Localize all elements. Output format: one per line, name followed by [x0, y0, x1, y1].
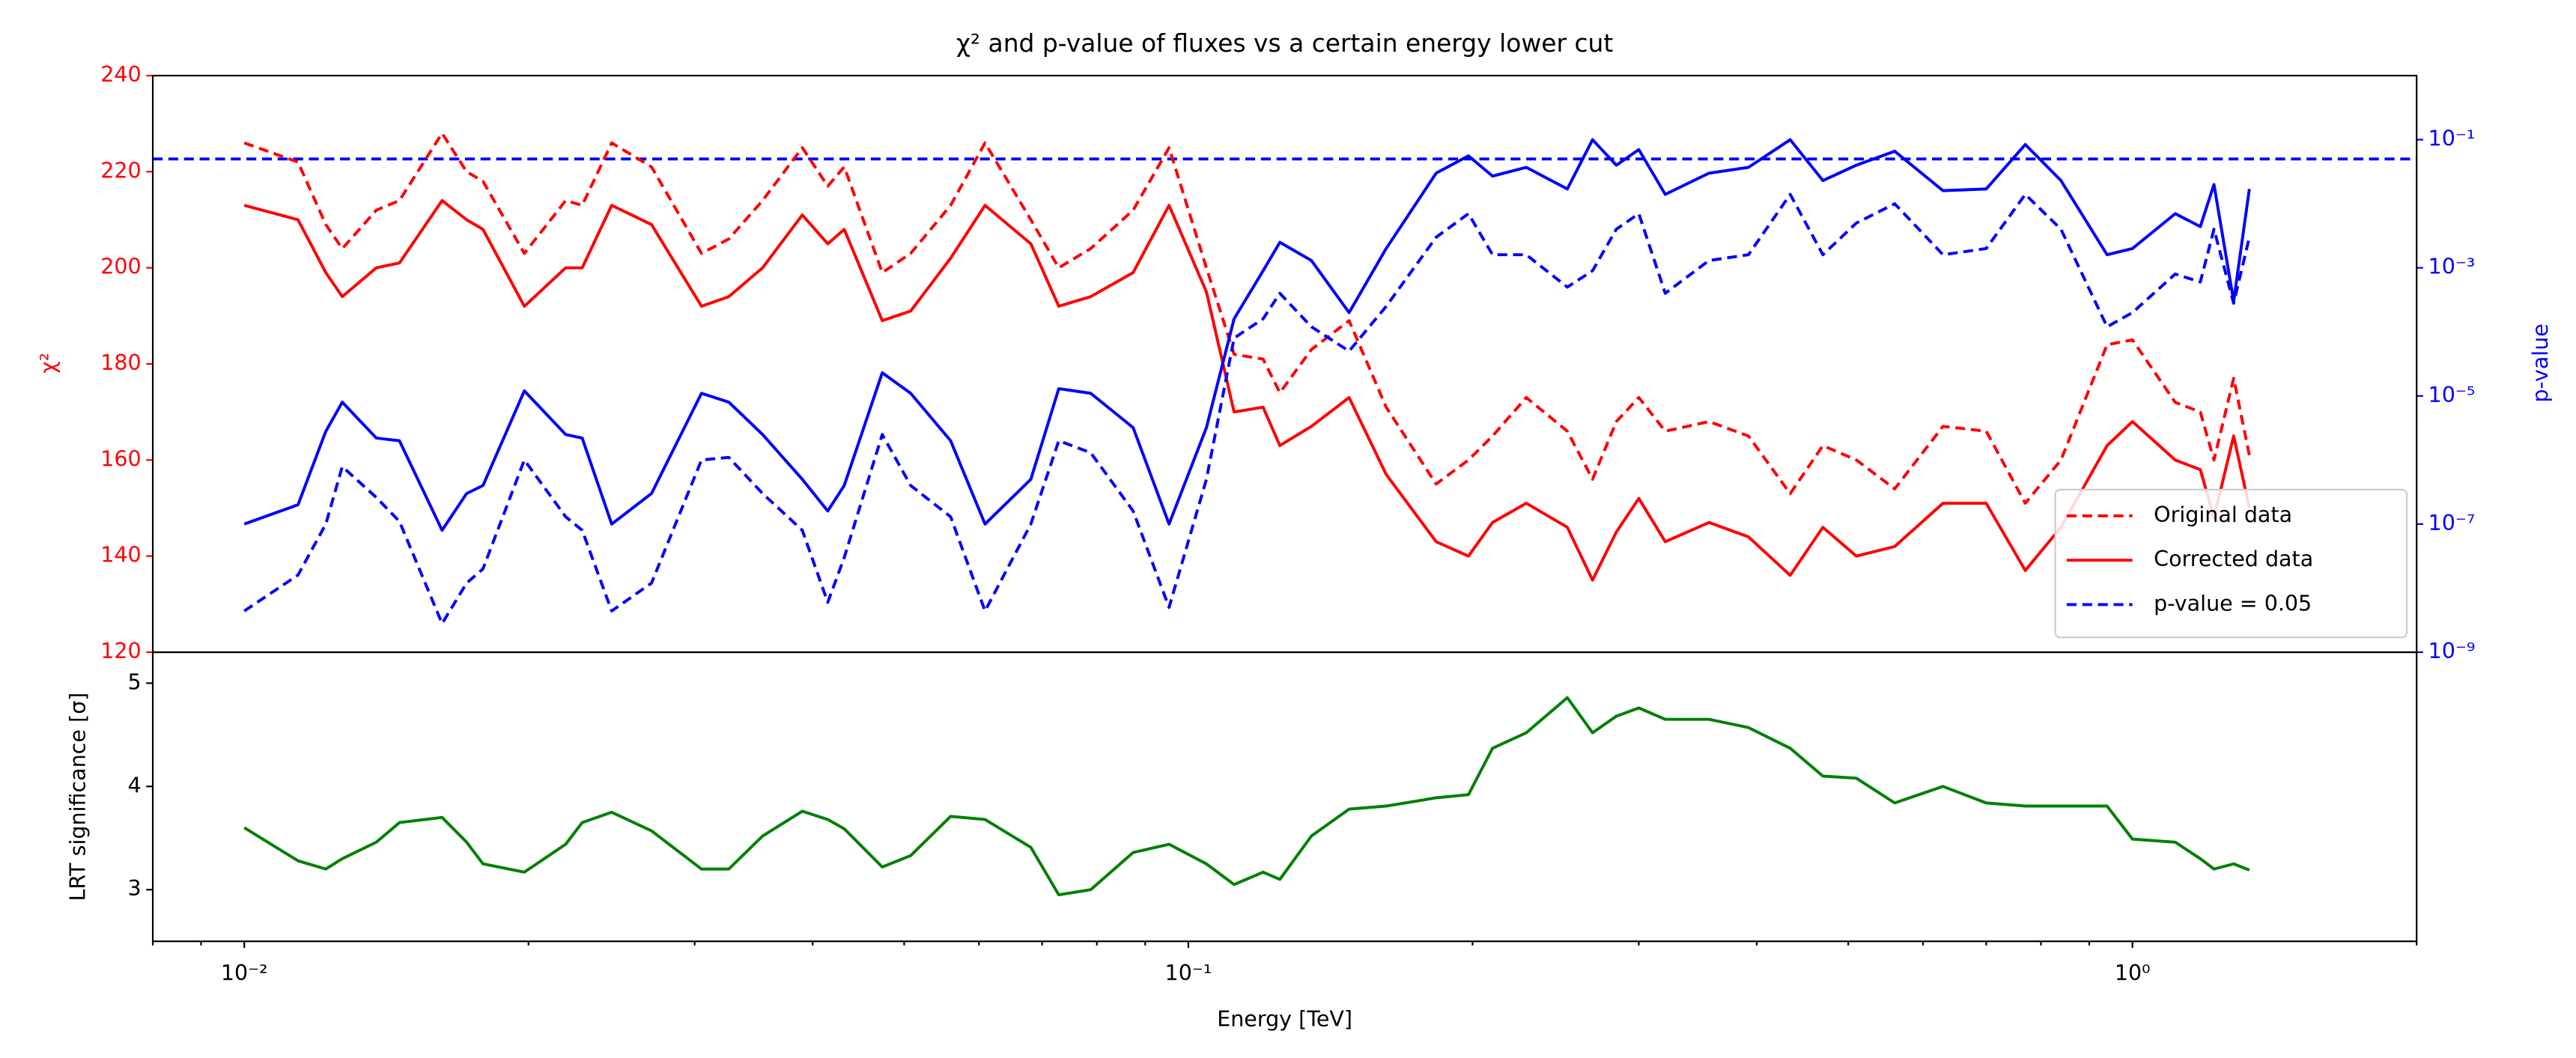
y2-axis-label: p-value	[2528, 323, 2553, 403]
x-tick-label: 10⁻²	[221, 961, 268, 985]
y-tick-label: 4	[128, 773, 142, 797]
y-axis-label: LRT significance [σ]	[65, 693, 90, 902]
y2-tick-label: 10⁻⁷	[2428, 511, 2476, 535]
y-tick-label: 5	[128, 669, 142, 694]
data-line	[243, 696, 2250, 897]
legend-label: p-value = 0.05	[2154, 591, 2312, 615]
x-tick-label: 10⁻¹	[1165, 961, 1212, 985]
y-tick-label: 140	[100, 543, 141, 568]
data-line	[243, 138, 2251, 532]
x-axis-label: Energy [TeV]	[1217, 1006, 1352, 1031]
y-tick-label: 160	[100, 446, 141, 471]
legend-label: Corrected data	[2154, 547, 2313, 571]
data-line	[243, 132, 2251, 505]
y2-tick-label: 10⁻¹	[2428, 127, 2476, 151]
y-tick-label: 200	[100, 255, 141, 279]
y-tick-label: 3	[128, 876, 142, 901]
chart-title: χ² and p-value of fluxes vs a certain en…	[956, 28, 1613, 58]
y-tick-label: 120	[100, 639, 141, 663]
y2-tick-label: 10⁻⁵	[2428, 383, 2476, 407]
legend-label: Original data	[2154, 502, 2292, 527]
y-tick-label: 240	[100, 62, 141, 87]
x-tick-label: 10⁰	[2115, 961, 2151, 985]
data-line	[243, 192, 2251, 625]
y2-tick-label: 10⁻⁹	[2428, 639, 2476, 663]
y-tick-label: 180	[100, 350, 141, 375]
y-axis-label: χ²	[36, 353, 61, 374]
y-tick-label: 220	[100, 158, 141, 183]
plot-frame	[151, 651, 2418, 943]
legend-box	[2054, 488, 2408, 639]
y2-tick-label: 10⁻³	[2428, 255, 2476, 279]
data-line	[243, 198, 2251, 582]
